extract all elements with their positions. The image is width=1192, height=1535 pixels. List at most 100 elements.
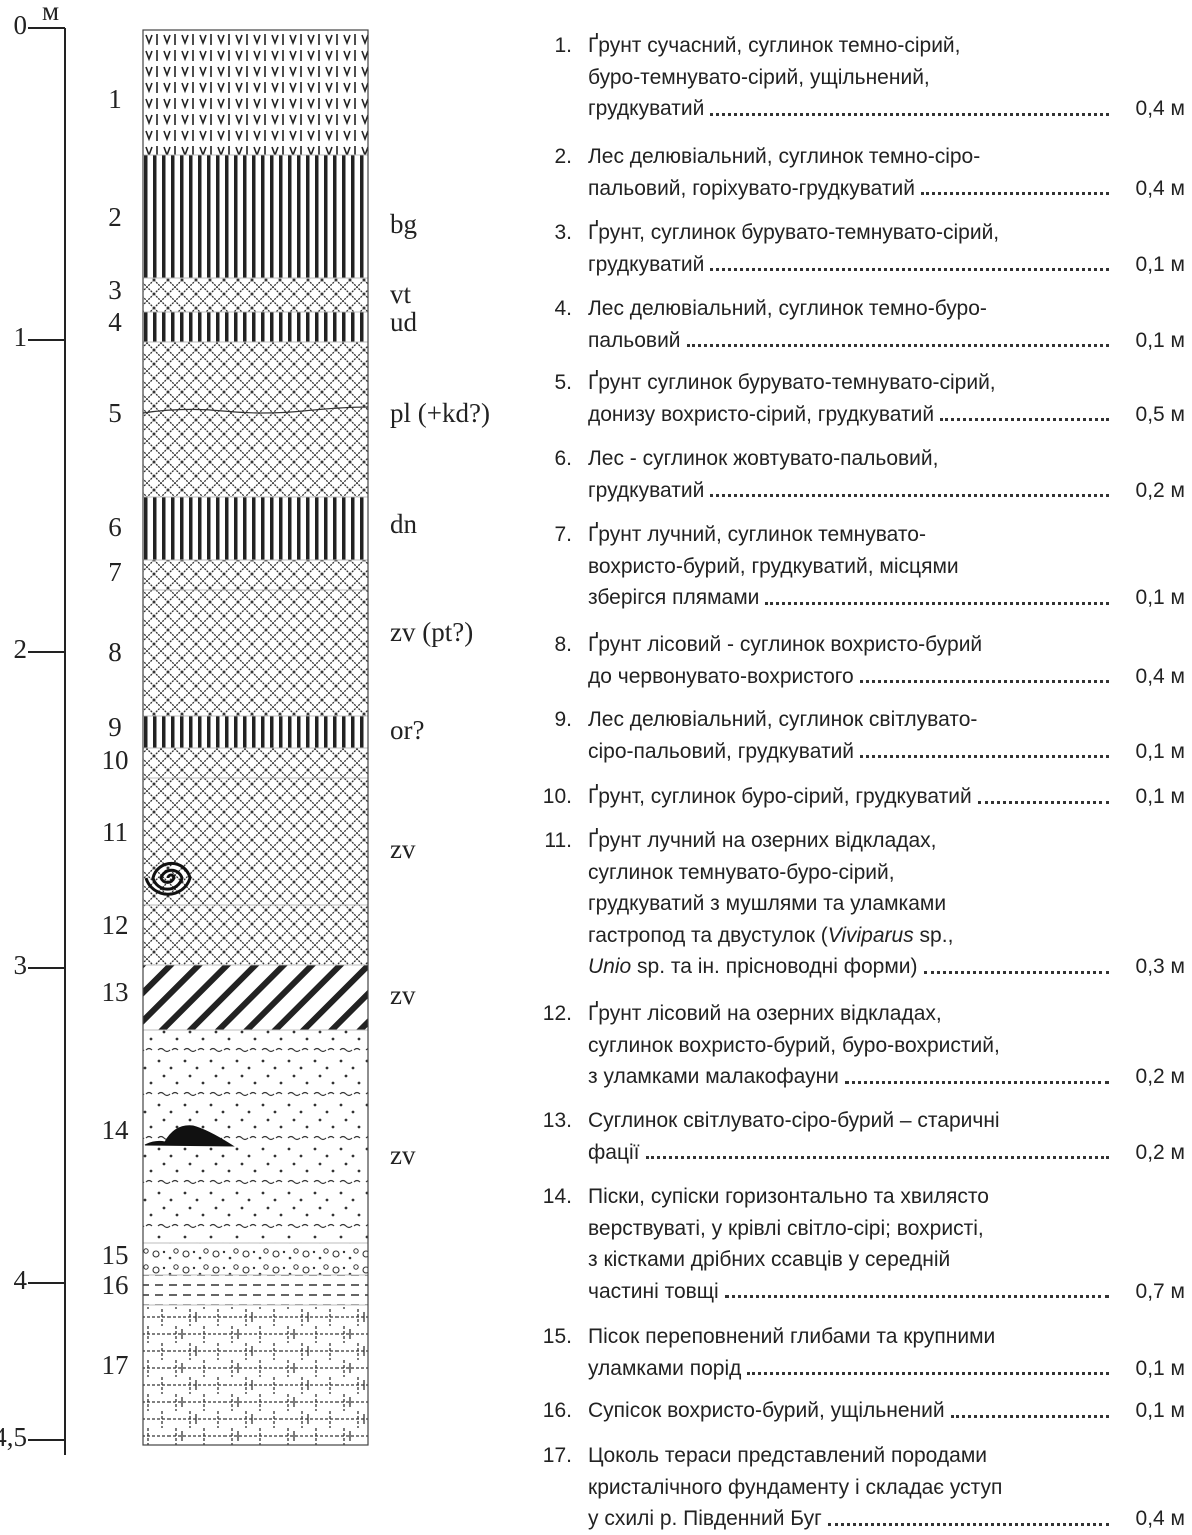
scale-label: 0 <box>14 10 28 40</box>
item-line: Лес делювіальний, суглинок темно-буро- <box>588 293 1185 325</box>
thickness: 0,4 м <box>1115 93 1185 125</box>
item-text: Піски, супіски горизонтально та хвилясто <box>588 1181 989 1213</box>
dot-leader <box>921 173 1109 196</box>
item-text: суглинок вохристо-бурий, буро-вохристий, <box>588 1030 1000 1062</box>
dot-leader <box>710 475 1109 498</box>
item-line: до червонувато-вохристого 0,4 м <box>588 661 1185 693</box>
dot-leader <box>860 661 1109 684</box>
item-number: 14. <box>520 1181 572 1213</box>
layer-number: 12 <box>102 910 129 940</box>
thickness: 0,7 м <box>1115 1276 1185 1308</box>
layer-index: zv (pt?) <box>390 617 473 647</box>
item-text: Цоколь тераси представлений породами <box>588 1440 987 1472</box>
layer-number: 15 <box>102 1240 129 1270</box>
layer-number: 7 <box>108 557 122 587</box>
item-number: 9. <box>520 704 572 736</box>
item-text: Суглинок світлувато-сіро-бурий – старичн… <box>588 1105 1000 1137</box>
item-number: 13. <box>520 1105 572 1137</box>
item-line: суглинок вохристо-бурий, буро-вохристий, <box>588 1030 1185 1062</box>
item-text: Ґрунт сучасний, суглинок темно-сірий, <box>588 30 961 62</box>
item-text: Ґрунт, суглинок буро-сірий, грудкуватий <box>588 781 972 813</box>
item-number: 7. <box>520 519 572 551</box>
layer-number: 17 <box>102 1350 129 1380</box>
item-line: уламками порід0,1 м <box>588 1353 1185 1385</box>
dot-leader <box>710 93 1109 116</box>
item-text: Лес делювіальний, суглинок темно-сіро- <box>588 141 980 173</box>
layer <box>143 748 368 778</box>
item-number: 11. <box>520 825 572 857</box>
item-number: 2. <box>520 141 572 173</box>
layer-number: 11 <box>102 817 128 847</box>
dot-leader <box>845 1061 1109 1084</box>
item-text: грудкуватий <box>588 93 704 125</box>
item-text: Ґрунт лучний на озерних відкладах, <box>588 825 937 857</box>
thickness: 0,2 м <box>1115 475 1185 507</box>
layer-number: 6 <box>108 512 122 542</box>
layer <box>143 1275 368 1305</box>
layer <box>143 312 368 342</box>
thickness: 0,4 м <box>1115 1503 1185 1535</box>
item-line: Unio sp. та ін. прісноводні форми)0,3 м <box>588 951 1185 983</box>
layer <box>143 497 368 560</box>
item-line: Піски, супіски горизонтально та хвилясто <box>588 1181 1185 1213</box>
text-segment: Unio <box>588 955 631 978</box>
scale-label: 1 <box>14 322 28 352</box>
scale-label: 2 <box>14 634 28 664</box>
thickness: 0,2 м <box>1115 1137 1185 1169</box>
item-line: грудкуватий0,1 м <box>588 249 1185 281</box>
layer-number: 3 <box>108 275 122 305</box>
layer-number: 14 <box>102 1115 130 1145</box>
layer-number: 16 <box>102 1270 129 1300</box>
layer-number: 1 <box>108 84 122 114</box>
item-number: 15. <box>520 1321 572 1353</box>
item-line: верствуваті, у крівлі світло-сірі; вохри… <box>588 1213 1185 1245</box>
text-segment: sp. та ін. прісноводні форми) <box>631 955 917 978</box>
text-segment: sp., <box>914 924 954 947</box>
item-text: вохристо-бурий, грудкуватий, місцями <box>588 551 959 583</box>
thickness: 0,1 м <box>1115 1395 1185 1427</box>
item-text: до червонувато-вохристого <box>588 661 854 693</box>
item-line: сіро-пальовий, грудкуватий0,1 м <box>588 736 1185 768</box>
item-text: суглинок темнувато-буро-сірий, <box>588 857 895 889</box>
item-line: вохристо-бурий, грудкуватий, місцями <box>588 551 1185 583</box>
item-line: кристалічного фундаменту і складає уступ <box>588 1472 1185 1504</box>
layer-number: 13 <box>102 977 129 1007</box>
layer-number: 5 <box>108 398 122 428</box>
item-line: Ґрунт, суглинок бурувато-темнувато-сірий… <box>588 217 1185 249</box>
dot-leader <box>646 1137 1110 1160</box>
dot-leader <box>687 325 1109 348</box>
item-line: донизу вохристо-сірий, грудкуватий0,5 м <box>588 399 1185 431</box>
item-line: Ґрунт лучний, суглинок темнувато- <box>588 519 1185 551</box>
item-text: уламками порід <box>588 1353 741 1385</box>
item-line: частині товщі0,7 м <box>588 1276 1185 1308</box>
item-line: Цоколь тераси представлений породами <box>588 1440 1185 1472</box>
item-line: Ґрунт лучний на озерних відкладах, <box>588 825 1185 857</box>
thickness: 0,1 м <box>1115 736 1185 768</box>
item-number: 17. <box>520 1440 572 1472</box>
item-text: у схилі р. Південний Буг <box>588 1503 822 1535</box>
item-text: з уламками малакофауни <box>588 1061 839 1093</box>
item-number: 3. <box>520 217 572 249</box>
item-text: Супісок вохристо-бурий, ущільнений <box>588 1395 945 1427</box>
dot-leader <box>710 249 1109 272</box>
item-number: 5. <box>520 367 572 399</box>
item-line: Лес делювіальний, суглинок темно-сіро- <box>588 141 1185 173</box>
thickness: 0,1 м <box>1115 582 1185 614</box>
layer-index: vt <box>390 279 412 309</box>
item-number: 16. <box>520 1395 572 1427</box>
item-number: 8. <box>520 629 572 661</box>
layer-number: 4 <box>108 307 122 337</box>
thickness: 0,5 м <box>1115 399 1185 431</box>
dot-leader <box>978 781 1109 804</box>
thickness: 0,4 м <box>1115 661 1185 693</box>
item-text: грудкуватий з мушлями та уламками <box>588 888 946 920</box>
layer <box>143 1243 368 1275</box>
item-text: Ґрунт лучний, суглинок темнувато- <box>588 519 926 551</box>
dot-leader <box>747 1353 1109 1376</box>
item-text: пальовий, горіхувато-грудкуватий <box>588 173 915 205</box>
dot-leader <box>951 1395 1109 1418</box>
dot-leader <box>940 399 1109 422</box>
